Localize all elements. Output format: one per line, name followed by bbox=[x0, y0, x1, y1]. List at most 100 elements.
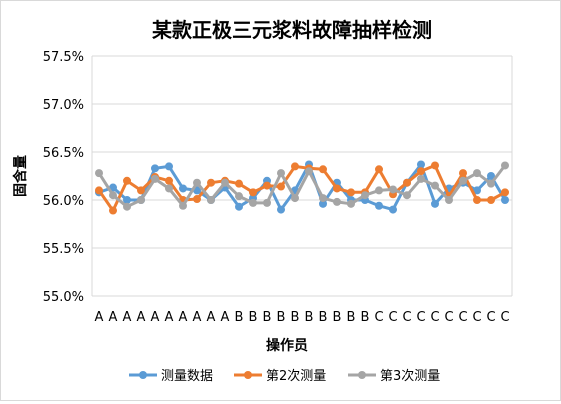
x-tick-label: A bbox=[179, 310, 188, 325]
data-point bbox=[221, 178, 229, 187]
data-point bbox=[347, 188, 355, 197]
x-tick-label: B bbox=[305, 310, 314, 325]
legend-label: 第3次测量 bbox=[380, 368, 440, 384]
x-tick-label: C bbox=[374, 310, 383, 325]
data-point bbox=[445, 196, 453, 204]
data-point bbox=[417, 167, 425, 176]
data-point bbox=[277, 205, 285, 214]
series-lines bbox=[95, 160, 509, 215]
x-tick-label: C bbox=[388, 310, 397, 325]
series-3 bbox=[95, 161, 509, 211]
data-point bbox=[319, 194, 327, 203]
data-point bbox=[431, 161, 439, 170]
data-point bbox=[389, 205, 397, 214]
legend-swatch-marker bbox=[139, 371, 147, 379]
y-tick-label: 57.0% bbox=[43, 98, 84, 113]
legend-item[interactable]: 第3次测量 bbox=[348, 368, 440, 384]
data-point bbox=[375, 201, 383, 210]
data-point bbox=[123, 202, 131, 211]
data-point bbox=[165, 162, 173, 171]
x-tick-label: C bbox=[486, 310, 495, 325]
y-tick-label: 56.5% bbox=[43, 146, 84, 161]
x-tick-label: A bbox=[207, 310, 216, 325]
data-point bbox=[263, 198, 271, 207]
data-point bbox=[235, 192, 243, 201]
data-point bbox=[501, 161, 509, 170]
data-point bbox=[487, 172, 495, 180]
x-tick-label: C bbox=[402, 310, 411, 325]
data-point bbox=[165, 176, 173, 185]
x-tick-label: A bbox=[109, 310, 118, 325]
data-point bbox=[249, 198, 257, 207]
data-point bbox=[123, 196, 131, 204]
gridlines bbox=[91, 55, 513, 297]
data-point bbox=[207, 196, 215, 204]
x-tick-label: A bbox=[95, 310, 104, 325]
data-point bbox=[487, 196, 495, 204]
x-tick-label: B bbox=[249, 310, 258, 325]
legend-item[interactable]: 测量数据 bbox=[129, 369, 213, 384]
data-point bbox=[501, 188, 509, 197]
x-tick-label: B bbox=[235, 310, 244, 325]
legend-label: 测量数据 bbox=[161, 369, 213, 384]
x-tick-label: C bbox=[430, 310, 439, 325]
x-tick-label: C bbox=[458, 310, 467, 325]
x-tick-label: A bbox=[221, 310, 230, 325]
legend-swatch-marker bbox=[244, 371, 252, 379]
data-point bbox=[263, 181, 271, 190]
data-point bbox=[123, 176, 131, 185]
data-point bbox=[179, 184, 187, 193]
data-point bbox=[333, 197, 341, 206]
data-point bbox=[277, 169, 285, 178]
data-point bbox=[333, 184, 341, 193]
data-point bbox=[417, 174, 425, 183]
y-axis-ticks: 55.0% 55.5% 56.0% 56.5% 57.0% 57.5% bbox=[43, 50, 84, 305]
x-tick-label: B bbox=[333, 310, 342, 325]
data-point bbox=[277, 182, 285, 191]
data-point bbox=[459, 169, 467, 178]
data-point bbox=[319, 199, 327, 208]
data-point bbox=[431, 181, 439, 190]
y-tick-label: 57.5% bbox=[43, 50, 84, 65]
data-point bbox=[95, 169, 103, 178]
x-tick-label: A bbox=[123, 310, 132, 325]
x-tick-label: B bbox=[347, 310, 356, 325]
data-point bbox=[473, 169, 481, 178]
data-point bbox=[375, 186, 383, 195]
x-tick-label: B bbox=[361, 310, 370, 325]
data-point bbox=[347, 199, 355, 208]
data-point bbox=[403, 178, 411, 187]
data-point bbox=[501, 196, 509, 204]
x-tick-label: A bbox=[137, 310, 146, 325]
data-point bbox=[417, 160, 425, 169]
x-axis-label: 操作员 bbox=[266, 337, 308, 354]
y-axis-label: 固含量 bbox=[12, 155, 29, 197]
series-line bbox=[97, 163, 506, 213]
x-tick-label: C bbox=[444, 310, 453, 325]
data-point bbox=[137, 186, 145, 195]
data-point bbox=[109, 191, 117, 200]
data-point bbox=[179, 201, 187, 210]
data-point bbox=[207, 178, 215, 187]
data-point bbox=[459, 176, 467, 185]
x-tick-label: C bbox=[500, 310, 509, 325]
x-tick-label: C bbox=[472, 310, 481, 325]
x-tick-label: C bbox=[416, 310, 425, 325]
x-tick-label: B bbox=[277, 310, 286, 325]
legend-label: 第2次测量 bbox=[266, 368, 326, 384]
x-tick-label: A bbox=[193, 310, 202, 325]
data-point bbox=[487, 179, 495, 188]
data-point bbox=[151, 164, 159, 173]
x-tick-label: B bbox=[291, 310, 300, 325]
data-point bbox=[109, 206, 117, 215]
x-tick-label: B bbox=[263, 310, 272, 325]
data-point bbox=[151, 174, 159, 183]
data-point bbox=[235, 202, 243, 211]
legend-item[interactable]: 第2次测量 bbox=[234, 368, 326, 384]
chart-title: 某款正极三元浆料故障抽样检测 bbox=[152, 18, 432, 42]
data-point bbox=[235, 179, 243, 188]
data-point bbox=[389, 185, 397, 194]
data-point bbox=[473, 186, 481, 195]
